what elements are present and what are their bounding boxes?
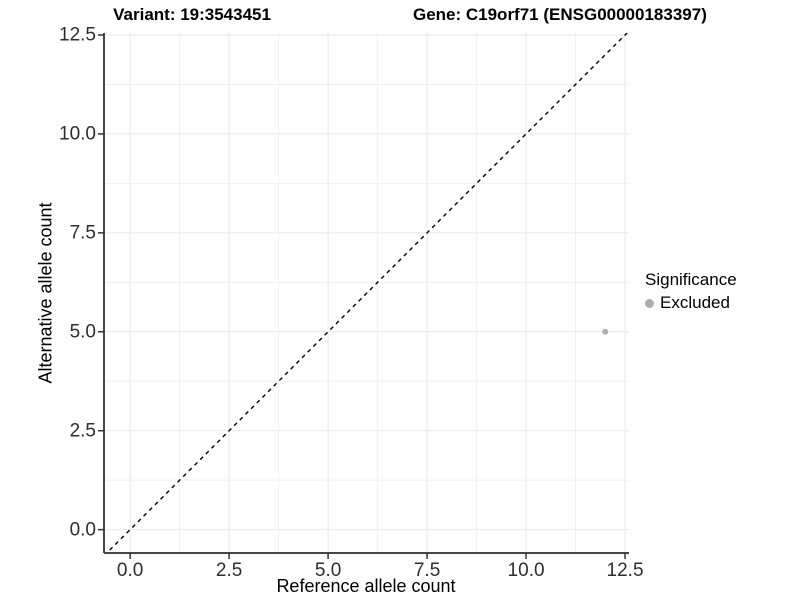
legend-items: Excluded <box>645 293 737 313</box>
x-tick-label: 12.5 <box>606 560 644 581</box>
y-axis-title: Alternative allele count <box>35 202 56 384</box>
legend-key-dot-icon <box>645 298 654 308</box>
y-tick-label: 5.0 <box>69 321 96 343</box>
x-tick-label: 7.5 <box>413 560 441 581</box>
y-tick-label: 7.5 <box>69 222 96 244</box>
legend-item-excluded: Excluded <box>645 293 737 313</box>
x-tick-label: 2.5 <box>215 560 243 581</box>
plot-title-gene: Gene: C19orf71 (ENSG00000183397) <box>412 5 707 24</box>
y-tick-label: 12.5 <box>59 24 96 46</box>
x-tick-label: 5.0 <box>314 560 342 581</box>
legend-item-label: Excluded <box>660 293 730 312</box>
x-tick-label: 10.0 <box>507 560 545 581</box>
plot-title: Variant: 19:3543451 Gene: C19orf71 (ENSG… <box>0 5 800 25</box>
legend-title: Significance <box>645 270 737 289</box>
plot-title-variant: Variant: 19:3543451 <box>113 5 271 24</box>
identity-reference-line <box>105 33 629 553</box>
legend: Significance Excluded <box>645 270 737 313</box>
y-tick-label: 2.5 <box>69 420 96 442</box>
y-tick-label: 0.0 <box>69 519 96 541</box>
x-tick-label: 0.0 <box>116 560 144 581</box>
x-axis-title: Reference allele count <box>276 576 456 596</box>
y-tick-label: 10.0 <box>59 123 96 145</box>
data-point <box>602 328 609 335</box>
